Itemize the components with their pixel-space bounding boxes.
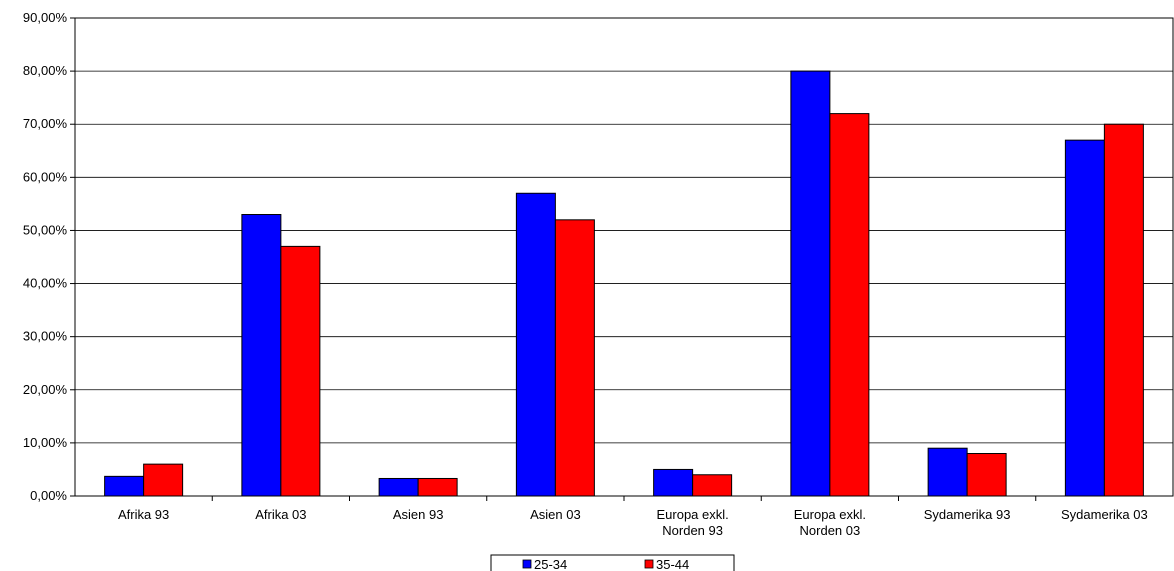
y-tick-label: 60,00% [23, 169, 68, 184]
y-tick-label: 10,00% [23, 435, 68, 450]
bar-25-34-1 [241, 214, 282, 497]
bar-25-34-5 [790, 70, 831, 497]
legend-swatch-35-44 [644, 559, 654, 569]
y-tick-label: 0,00% [30, 488, 67, 503]
y-tick-label: 30,00% [23, 329, 68, 344]
bar-35-44-2 [417, 477, 458, 497]
x-category-label: Norden 03 [800, 523, 861, 538]
x-category-label: Europa exkl. [656, 507, 728, 522]
bar-35-44-4 [692, 474, 733, 497]
y-tick-label: 80,00% [23, 63, 68, 78]
plot-area [74, 17, 1174, 497]
bar-35-44-6 [966, 453, 1007, 497]
axes [74, 17, 1174, 501]
bar-35-44-5 [829, 113, 870, 497]
bar-25-34-3 [515, 192, 556, 497]
y-tick-label: 40,00% [23, 276, 68, 291]
y-tick-label: 70,00% [23, 116, 68, 131]
legend-box [490, 554, 735, 571]
bar-35-44-0 [143, 463, 184, 497]
x-category-label: Asien 03 [530, 507, 581, 522]
x-category-label: Norden 93 [662, 523, 723, 538]
x-axis-labels: Afrika 93 Afrika 03 Asien 93 Asien 03 Europa… [118, 507, 1148, 538]
x-category-label: Afrika 03 [255, 507, 306, 522]
bars [104, 70, 1144, 497]
x-category-label: Asien 93 [393, 507, 444, 522]
legend: 25-34 35-44 [490, 554, 735, 571]
y-axis-ticks: 0,00% 10,00% 20,00% 30,00% 40,00% 50,00% 60,00… [23, 10, 75, 503]
y-tick-label: 50,00% [23, 222, 68, 237]
x-category-label: Sydamerika 03 [1061, 507, 1148, 522]
bar-35-44-7 [1103, 123, 1144, 497]
x-category-label: Europa exkl. [794, 507, 866, 522]
bar-25-34-6 [927, 447, 968, 497]
y-tick-label: 20,00% [23, 382, 68, 397]
bar-35-44-1 [280, 245, 321, 497]
y-tick-label: 90,00% [23, 10, 68, 25]
legend-label-35-44: 35-44 [656, 557, 689, 571]
x-category-label: Sydamerika 93 [924, 507, 1011, 522]
bar-25-34-7 [1064, 139, 1105, 497]
bar-25-34-0 [104, 475, 145, 497]
x-category-label: Afrika 93 [118, 507, 169, 522]
legend-swatch-25-34 [522, 559, 532, 569]
bar-25-34-4 [653, 468, 694, 497]
legend-label-25-34: 25-34 [534, 557, 567, 571]
bar-25-34-2 [378, 477, 419, 497]
gridlines [75, 70, 1173, 444]
bar-35-44-3 [554, 219, 595, 497]
